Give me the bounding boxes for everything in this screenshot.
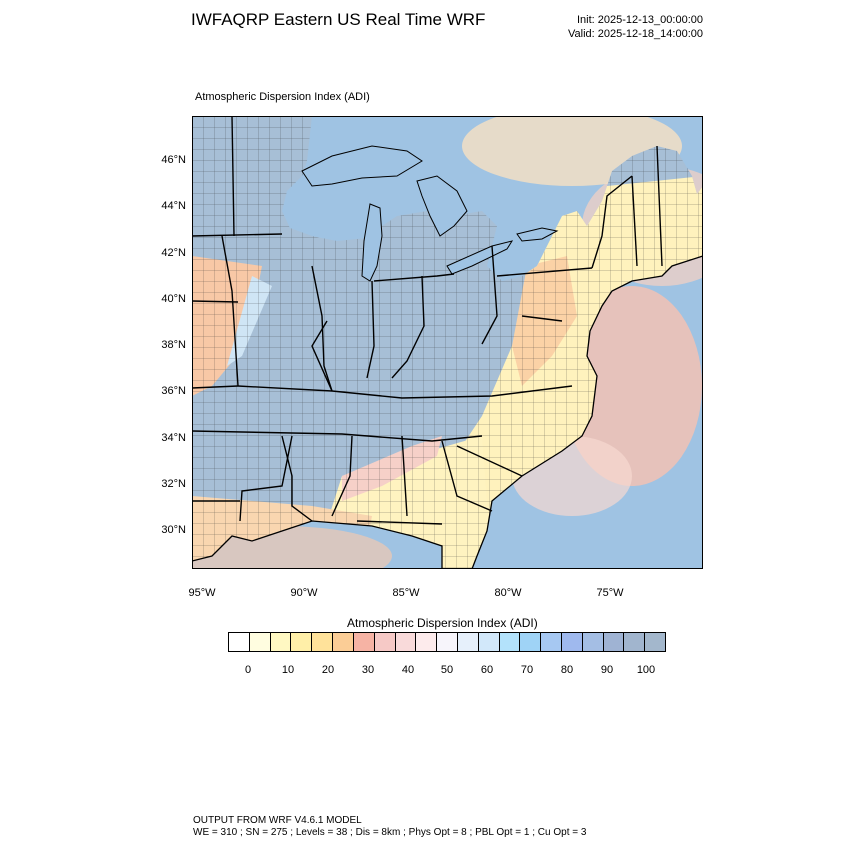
colorbar-swatch <box>540 632 561 652</box>
state-borders <box>192 116 663 525</box>
colorbar-swatch <box>373 632 395 652</box>
lat-label: 36°N <box>161 385 186 397</box>
colorbar-tick: 70 <box>520 664 534 676</box>
colorbar-tick: 100 <box>636 664 656 676</box>
ocean-plume <box>562 286 702 486</box>
footer-model: OUTPUT FROM WRF V4.6.1 MODEL <box>193 815 362 826</box>
colorbar-tick: 60 <box>480 664 494 676</box>
colorbar-tick: 20 <box>321 664 335 676</box>
colorbar-swatch <box>561 632 582 652</box>
lake-ontario <box>516 227 559 242</box>
colorbar-swatch <box>290 632 312 652</box>
lon-label: 90°W <box>290 587 318 599</box>
lat-label: 32°N <box>161 478 186 490</box>
lat-label: 44°N <box>161 200 186 212</box>
adi-map <box>192 116 703 569</box>
colorbar-tick: 50 <box>440 664 454 676</box>
colorbar-swatch <box>269 632 291 652</box>
colorbar-swatch <box>581 632 603 652</box>
colorbar-tick: 0 <box>244 664 252 676</box>
colorbar-swatch <box>311 632 333 652</box>
colorbar-tick: 90 <box>600 664 614 676</box>
colorbar-swatch <box>498 632 520 652</box>
colorbar-swatch <box>228 632 249 652</box>
lat-label: 46°N <box>161 154 186 166</box>
lon-label: 75°W <box>596 587 624 599</box>
lake-michigan <box>361 203 383 282</box>
lake-superior <box>301 145 423 187</box>
colorbar-title: Atmospheric Dispersion Index (ADI) <box>347 616 538 630</box>
colorbar-swatch <box>332 632 353 652</box>
lat-label: 30°N <box>161 524 186 536</box>
lon-label: 80°W <box>494 587 522 599</box>
plot-subtitle: Atmospheric Dispersion Index (ADI) <box>195 91 370 103</box>
colorbar-swatch <box>436 632 457 652</box>
footer-config: WE = 310 ; SN = 275 ; Levels = 38 ; Dis … <box>193 827 587 838</box>
colorbar-tick: 40 <box>401 664 415 676</box>
colorbar-swatch <box>623 632 645 652</box>
colorbar-swatch <box>352 632 374 652</box>
colorbar-swatch <box>602 632 624 652</box>
colorbar-swatch <box>456 632 478 652</box>
init-time: Init: 2025-12-13_00:00:00 <box>577 14 703 26</box>
lon-label: 95°W <box>188 587 216 599</box>
lon-label: 85°W <box>392 587 420 599</box>
colorbar-tick: 30 <box>361 664 375 676</box>
colorbar-swatch <box>394 632 416 652</box>
lat-label: 34°N <box>161 432 186 444</box>
colorbar-swatch <box>248 632 270 652</box>
valid-time: Valid: 2025-12-18_14:00:00 <box>568 28 703 40</box>
colorbar-swatch <box>644 632 667 652</box>
colorbar <box>228 632 667 652</box>
lat-label: 40°N <box>161 293 186 305</box>
lat-label: 42°N <box>161 247 186 259</box>
lat-label: 38°N <box>161 339 186 351</box>
colorbar-tick: 10 <box>281 664 295 676</box>
colorbar-swatch <box>477 632 499 652</box>
colorbar-tick: 80 <box>560 664 574 676</box>
lake-huron <box>416 175 468 237</box>
colorbar-swatch <box>519 632 541 652</box>
map-title: IWFAQRP Eastern US Real Time WRF <box>191 10 486 29</box>
colorbar-swatch <box>415 632 437 652</box>
